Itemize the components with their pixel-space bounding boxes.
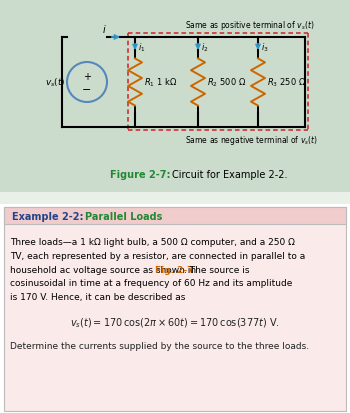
Text: $v_s(t) = 170\,\cos(2\pi \times 60t) = 170\,\cos(377t)\ \mathrm{V}.$: $v_s(t) = 170\,\cos(2\pi \times 60t) = 1… <box>70 315 280 329</box>
Bar <box>0 204 350 413</box>
Text: −: − <box>82 85 92 95</box>
Text: cosinusoidal in time at a frequency of 60 Hz and its amplitude: cosinusoidal in time at a frequency of 6… <box>10 279 292 288</box>
Text: is 170 V. Hence, it can be described as: is 170 V. Hence, it can be described as <box>10 292 186 301</box>
Text: $R_2$ 500 $\Omega$: $R_2$ 500 $\Omega$ <box>207 76 246 89</box>
Bar <box>0 0 350 192</box>
Text: $i_2$: $i_2$ <box>201 42 209 55</box>
Text: Parallel Loads: Parallel Loads <box>85 211 162 221</box>
Text: Determine the currents supplied by the source to the three loads.: Determine the currents supplied by the s… <box>10 341 309 350</box>
Bar <box>4 207 346 224</box>
Text: Figure 2-7:: Figure 2-7: <box>110 170 170 180</box>
Text: $v_s(t)$: $v_s(t)$ <box>45 76 65 89</box>
Text: +: + <box>83 72 91 82</box>
Text: $R_3$ 250 $\Omega$: $R_3$ 250 $\Omega$ <box>267 76 306 89</box>
Text: . The source is: . The source is <box>184 265 249 274</box>
Text: TV, each represented by a resistor, are connected in parallel to a: TV, each represented by a resistor, are … <box>10 251 305 260</box>
Bar <box>0 192 350 204</box>
FancyBboxPatch shape <box>4 207 346 411</box>
Text: $i$: $i$ <box>102 23 107 35</box>
Text: Three loads—a 1 kΩ light bulb, a 500 Ω computer, and a 250 Ω: Three loads—a 1 kΩ light bulb, a 500 Ω c… <box>10 237 295 247</box>
Text: $i_3$: $i_3$ <box>261 42 269 55</box>
Text: $i_1$: $i_1$ <box>138 42 146 55</box>
Text: Same as positive terminal of $v_s(t)$: Same as positive terminal of $v_s(t)$ <box>185 19 315 32</box>
Text: $R_1$ 1 k$\Omega$: $R_1$ 1 k$\Omega$ <box>144 76 177 89</box>
Text: household ac voltage source as shown in: household ac voltage source as shown in <box>10 265 199 274</box>
Text: Same as negative terminal of $v_s(t)$: Same as negative terminal of $v_s(t)$ <box>185 134 318 147</box>
Text: Fig. 2-7: Fig. 2-7 <box>155 265 193 274</box>
Text: Circuit for Example 2-2.: Circuit for Example 2-2. <box>172 170 287 180</box>
Text: Example 2-2:: Example 2-2: <box>12 211 84 221</box>
